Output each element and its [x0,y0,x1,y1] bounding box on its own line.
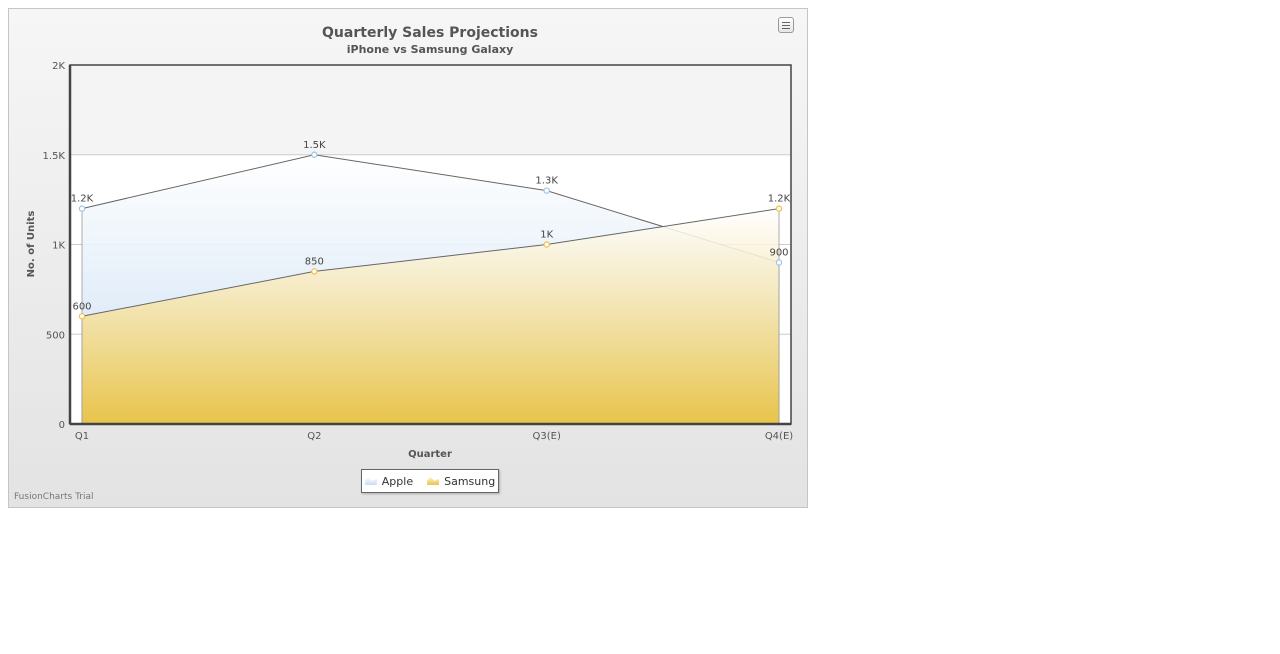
legend-item-apple[interactable]: Apple [364,474,414,488]
x-tick-label-1: Q2 [307,431,321,442]
legend-item-samsung[interactable]: Samsung [427,475,495,488]
y-tick-label-0: 0 [59,420,65,431]
point-samsung-0 [78,313,86,320]
samsung-area-swatch-icon [427,477,440,485]
point-samsung-2 [543,241,550,248]
y-tick-label-3: 1.5K [43,151,66,162]
axis-frame [68,64,792,426]
y-axis-label: No. of Units [26,211,37,278]
watermark: FusionCharts Trial [14,492,94,502]
point-apple-3 [775,259,783,266]
data-points [78,151,783,320]
tick-labels: 0 500 1K 1.5K 2K Q1 Q2 Q3(E) Q4(E) [43,61,794,442]
data-labels: 1.2K 1.5K 1.3K 900 600 850 1K 1.2K [71,140,791,313]
data-label-apple-2: 1.3K [535,176,558,187]
data-label-samsung-3: 1.2K [768,194,791,205]
data-label-apple-1: 1.5K [303,140,326,151]
legend-label-samsung: Samsung [444,474,496,488]
data-label-samsung-0: 600 [72,301,91,312]
chart-title: Quarterly Sales Projections [322,25,538,41]
x-tick-label-2: Q3(E) [532,431,560,442]
legend: Apple Samsung [361,469,499,493]
data-label-samsung-1: 850 [305,256,324,267]
y-tick-label-1: 500 [46,330,65,341]
menu-icon[interactable] [778,17,794,33]
point-samsung-3 [775,205,783,212]
area-samsung [82,208,779,424]
chart-subtitle: iPhone vs Samsung Galaxy [347,43,514,56]
point-apple-2 [543,187,550,194]
chart-frame: 0 500 1K 1.5K 2K Q1 Q2 Q3(E) Q4(E) 1.2K 1.5K 1.3K 9… [8,8,808,508]
chart-svg: 0 500 1K 1.5K 2K Q1 Q2 Q3(E) Q4(E) 1.2K 1.5K 1.3K 9… [26,25,794,460]
x-axis-label: Quarter [408,449,452,460]
point-samsung-1 [311,268,318,275]
x-tick-label-0: Q1 [75,431,89,442]
series-areas [81,154,780,424]
y-tick-label-4: 2K [52,61,65,72]
line-samsung [81,208,780,317]
point-apple-1 [311,151,318,158]
apple-area-swatch-icon [364,477,377,485]
data-label-samsung-2: 1K [540,230,553,241]
plot-band-upper [70,65,791,155]
data-label-apple-3: 900 [769,247,788,258]
legend-label-apple: Apple [381,474,414,488]
x-tick-label-3: Q4(E) [765,431,793,442]
data-label-apple-0: 1.2K [71,194,94,205]
point-apple-0 [78,205,86,212]
y-tick-label-2: 1K [52,241,65,252]
